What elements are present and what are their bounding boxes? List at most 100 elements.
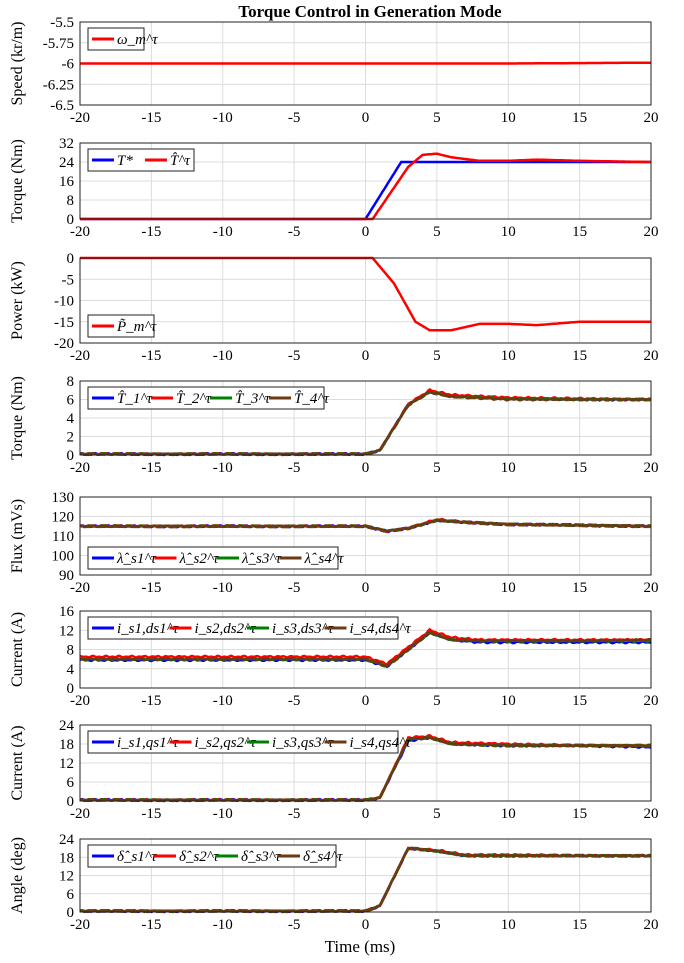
panel-2: -20 -15 -10 -5 0 5 10 15 20 32 24 16 8 0 Torque (Nm) T*… (9, 136, 659, 240)
y-tick-label: 16 (59, 174, 75, 190)
legend-box (87, 546, 339, 570)
legend-box (87, 844, 337, 868)
y-tick-label: 8 (67, 193, 75, 209)
y-tick-label: 4 (67, 662, 75, 678)
y-tick-label: 0 (67, 212, 75, 228)
y-axis-label: Current (A) (9, 612, 26, 687)
plot-frame (79, 610, 652, 689)
x-tick-label: 5 (433, 110, 441, 126)
series-line (79, 735, 652, 803)
y-tick-label: 4 (67, 411, 75, 427)
legend-label: δ̂_s1^τ (117, 849, 157, 865)
x-tick-label: -20 (70, 580, 90, 596)
y-tick-label: -10 (54, 294, 74, 310)
x-tick-label: 5 (433, 460, 441, 476)
x-tick-label: -5 (288, 806, 301, 822)
legend: δ̂_s1^τ δ̂_s2^τ δ̂_s3^τ δ̂_s4^τ (87, 844, 343, 868)
x-tick-label: 5 (433, 693, 441, 709)
y-tick-label: 110 (52, 529, 74, 545)
x-tick-label: 15 (572, 917, 587, 933)
y-tick-label: 90 (59, 568, 74, 584)
legend: T̂_1^τ T̂_2^τ T̂_3^τ T̂_4^τ (87, 386, 330, 410)
x-tick-label: 15 (572, 693, 587, 709)
panels: -20 -15 -10 -5 0 5 10 15 20-5.5-5.75-6-6.25-6.5S… (9, 15, 659, 933)
x-tick-label: 5 (433, 224, 441, 240)
x-tick-label: -20 (70, 110, 90, 126)
panel-5: -20 -15 -10 -5 0 5 10 15 20 130 120 110 100 90 Flux (m… (9, 490, 659, 596)
x-tick-label: -20 (70, 917, 90, 933)
legend-label: P̃_m^τ (116, 319, 157, 335)
y-tick-label: 24 (59, 718, 75, 734)
legend-label: i_s4,qs4^τ (350, 735, 412, 751)
plot-frame (79, 380, 652, 456)
y-axis-label: Torque (Nm) (9, 376, 26, 460)
x-tick-label: -15 (141, 580, 161, 596)
legend: i_s1,qs1^τ i_s2,qs2^τ i_s3,qs3^τ i_s4,qs4^τ (87, 730, 412, 754)
x-tick-label: -10 (213, 460, 233, 476)
x-tick-label: -20 (70, 806, 90, 822)
x-tick-label: 15 (572, 580, 587, 596)
plot-frame (79, 838, 652, 913)
x-tick-label: -5 (288, 224, 301, 240)
legend-label: i_s1,ds1^τ (117, 621, 179, 637)
panel-7: -20 -15 -10 -5 0 5 10 15 20 24 18 12 6 0 Current (A) i_… (9, 718, 659, 822)
y-tick-label: -5.5 (50, 15, 74, 31)
legend-box (87, 386, 325, 410)
y-tick-label: 6 (67, 887, 75, 903)
x-tick-label: -10 (213, 693, 233, 709)
plot-frame (79, 724, 652, 802)
legend-label: T̂^τ (170, 153, 191, 169)
x-tick-label: 10 (501, 693, 516, 709)
legend: P̃_m^τ (87, 314, 157, 338)
x-tick-label: 10 (501, 224, 516, 240)
y-tick-label: -6 (62, 57, 75, 73)
x-tick-label: -5 (288, 693, 301, 709)
y-tick-label: 12 (59, 756, 74, 772)
x-tick-label: 5 (433, 806, 441, 822)
x-tick-label: -15 (141, 224, 161, 240)
plot-frame (79, 257, 652, 344)
y-tick-label: 6 (67, 775, 75, 791)
x-tick-label: 10 (501, 460, 516, 476)
plot-frame (79, 142, 652, 220)
plot-frame (79, 496, 652, 576)
series-line (80, 61, 651, 65)
x-tick-label: -15 (141, 693, 161, 709)
legend-label: λ̂_s3^τ (241, 551, 282, 567)
x-tick-label: 0 (362, 693, 370, 709)
x-tick-label: 10 (501, 917, 516, 933)
x-tick-label: 20 (644, 110, 659, 126)
y-tick-label: 0 (67, 251, 75, 267)
x-tick-label: -10 (213, 224, 233, 240)
y-axis-label: Power (kW) (9, 261, 26, 340)
plot-frame (79, 21, 652, 106)
x-tick-label: 5 (433, 917, 441, 933)
x-tick-label: -10 (213, 806, 233, 822)
y-tick-label: -20 (54, 336, 74, 352)
x-tick-label: 0 (362, 348, 370, 364)
y-axis-label: Flux (mVs) (9, 499, 26, 573)
y-tick-label: -6.5 (50, 98, 74, 114)
x-tick-label: -15 (141, 806, 161, 822)
x-tick-label: 20 (644, 348, 659, 364)
legend: T* T̂^τ (87, 148, 195, 172)
x-tick-label: 0 (362, 110, 370, 126)
x-tick-label: 5 (433, 348, 441, 364)
legend-label: i_s3,qs3^τ (272, 735, 334, 751)
series-line (79, 846, 652, 914)
y-tick-label: 24 (59, 832, 75, 848)
x-tick-label: 0 (362, 460, 370, 476)
x-tick-label: 10 (501, 806, 516, 822)
x-tick-label: 5 (433, 580, 441, 596)
y-tick-label: 12 (59, 623, 74, 639)
x-tick-label: -10 (213, 580, 233, 596)
x-tick-label: -20 (70, 348, 90, 364)
y-axis-label: Torque (Nm) (9, 139, 26, 223)
x-tick-label: 15 (572, 460, 587, 476)
x-tick-label: 0 (362, 806, 370, 822)
x-tick-label: 20 (644, 917, 659, 933)
panel-8: -20 -15 -10 -5 0 5 10 15 20 24 18 12 6 0 Angle (deg) δ̂… (9, 832, 659, 933)
y-tick-label: 12 (59, 869, 74, 885)
y-tick-label: 0 (67, 794, 75, 810)
